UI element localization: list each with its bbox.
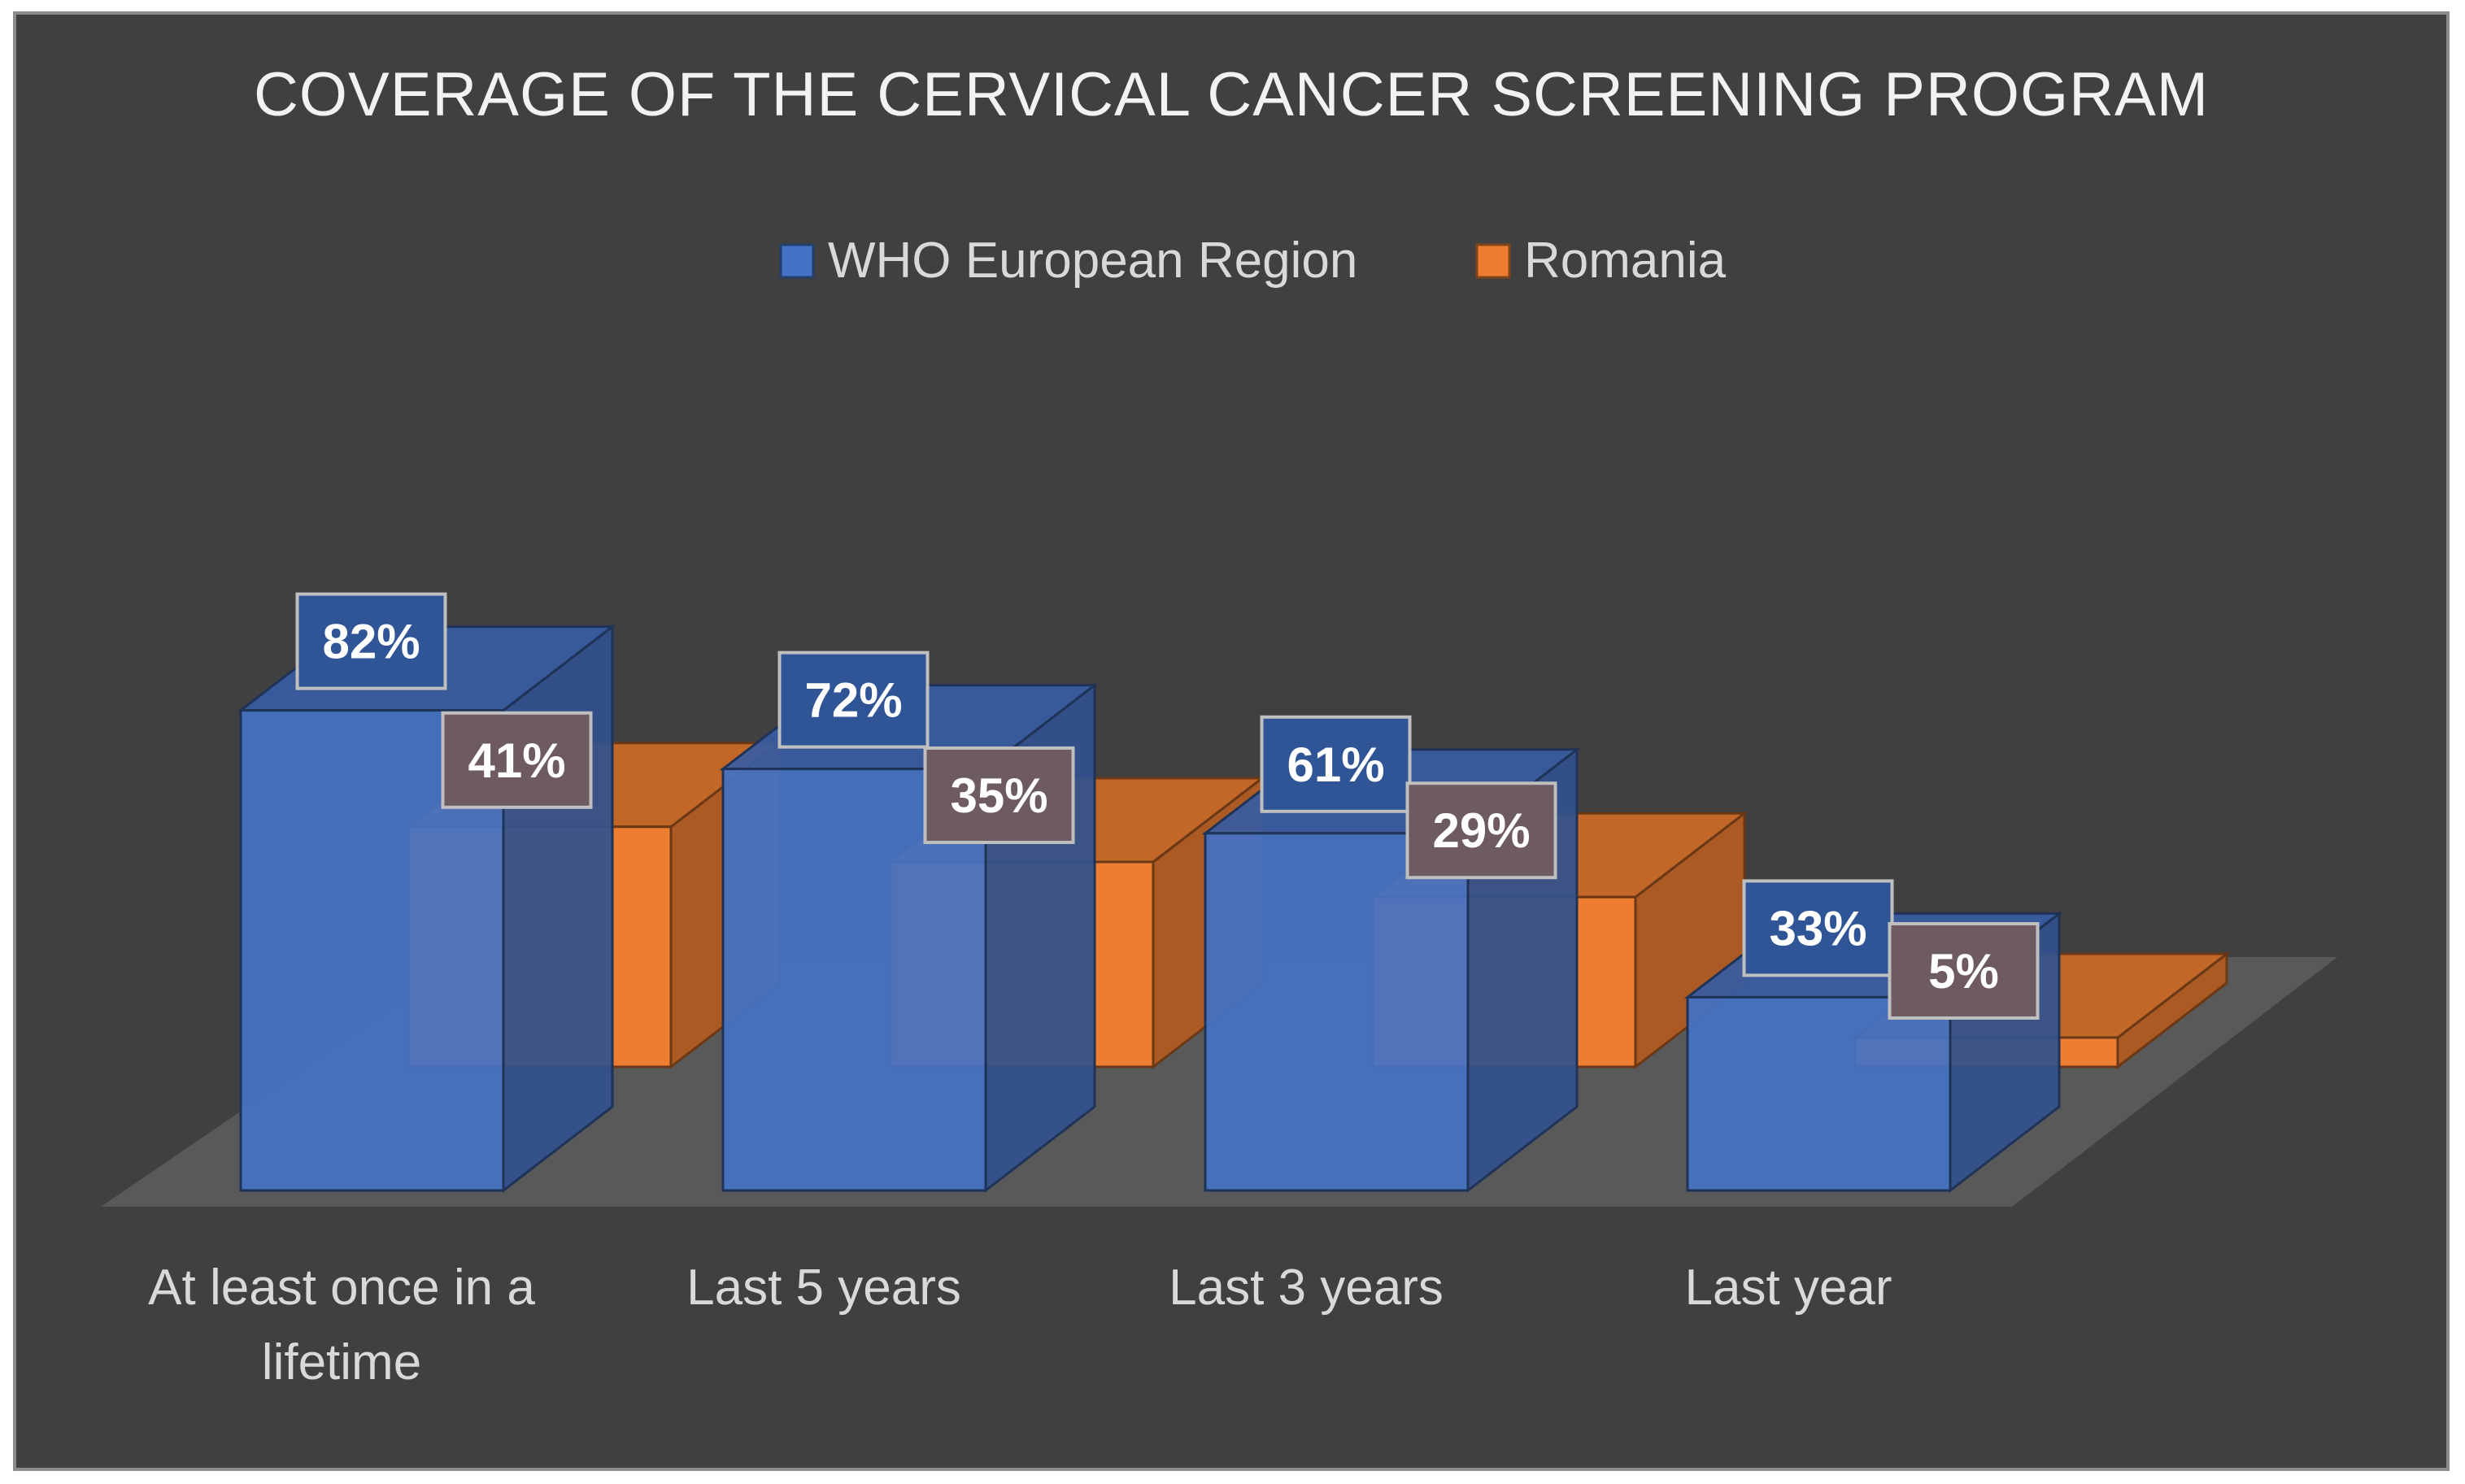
data-label-romania-3: 5% — [1888, 922, 2040, 1020]
bars-who-european-region — [237, 624, 2063, 1194]
bar-who-european-region-0 — [237, 624, 616, 1194]
svg-text:29%: 29% — [1432, 803, 1530, 858]
data-label-who-european-region-3: 33% — [1742, 879, 1894, 977]
category-label-0-line-0: At least once in a — [148, 1260, 535, 1316]
svg-text:35%: 35% — [950, 768, 1047, 823]
legend-swatch-who-european-region — [779, 243, 815, 279]
svg-text:82%: 82% — [322, 615, 420, 669]
category-label-1: Last 5 years — [686, 1260, 961, 1316]
svg-text:5%: 5% — [1928, 944, 1999, 999]
category-label-2: Last 3 years — [1169, 1260, 1444, 1316]
data-label-who-european-region-0: 82% — [295, 592, 447, 690]
legend-swatch-romania — [1475, 243, 1511, 279]
chart-frame: COVERAGE OF THE CERVICAL CANCER SCREENIN… — [13, 11, 2450, 1471]
legend-label-romania: Romania — [1524, 233, 1727, 289]
legend: WHO European Region Romania — [779, 233, 1727, 289]
data-label-romania-2: 29% — [1405, 781, 1557, 880]
svg-text:41%: 41% — [468, 733, 565, 788]
legend-label-who-european-region: WHO European Region — [828, 233, 1357, 289]
category-axis-labels: At least once in a lifetime Last 5 years La… — [148, 1260, 1892, 1390]
data-label-who-european-region-2: 61% — [1260, 715, 1412, 813]
svg-text:72%: 72% — [804, 673, 902, 728]
svg-text:33%: 33% — [1769, 901, 1866, 955]
data-label-romania-0: 41% — [441, 711, 593, 809]
data-labels: 82% 41% 72% 35% 61% 29% 33% 5% — [295, 592, 2040, 1020]
category-label-3: Last year — [1684, 1260, 1892, 1316]
data-label-who-european-region-1: 72% — [777, 651, 930, 749]
data-label-romania-1: 35% — [923, 746, 1075, 844]
category-label-0-line-1: lifetime — [262, 1334, 421, 1390]
chart-svg: COVERAGE OF THE CERVICAL CANCER SCREENIN… — [101, 60, 2337, 1390]
chart-title: COVERAGE OF THE CERVICAL CANCER SCREENIN… — [254, 60, 2209, 129]
svg-text:61%: 61% — [1287, 738, 1384, 792]
